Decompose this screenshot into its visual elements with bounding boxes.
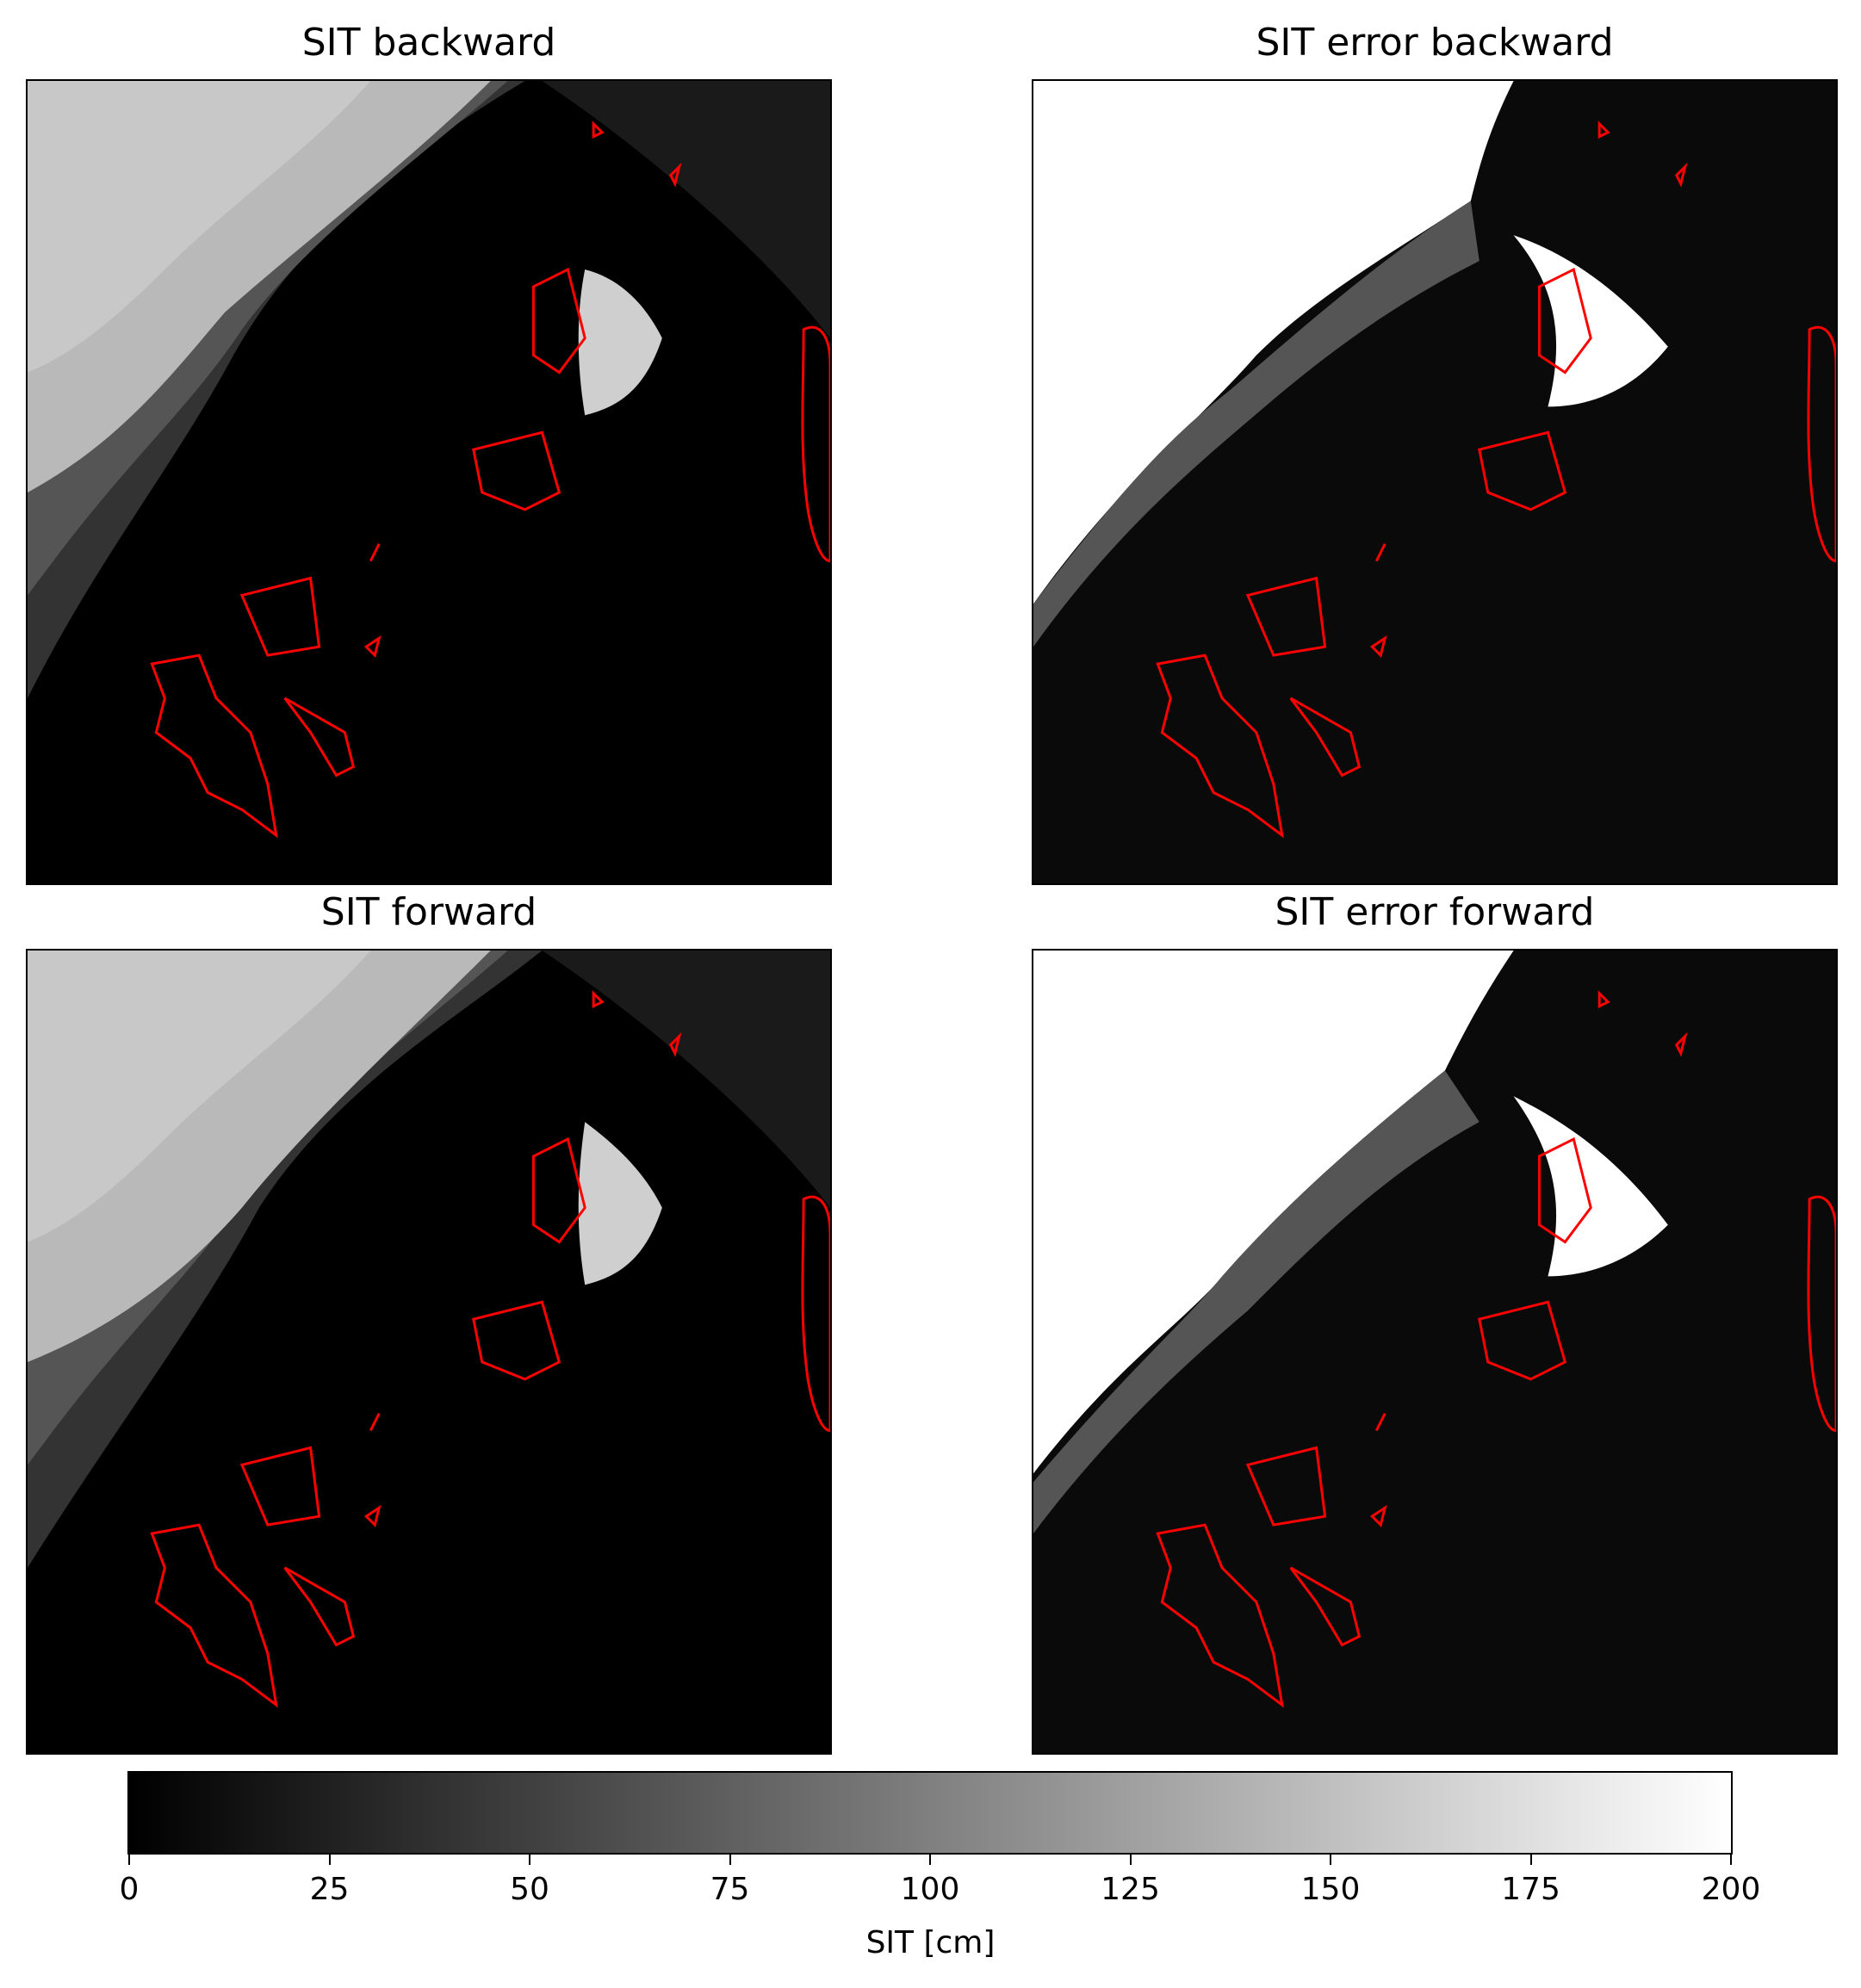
coastline-contours	[1156, 990, 1836, 1708]
island-coastline	[592, 121, 605, 139]
colorbar-tick-label: 50	[510, 1872, 549, 1907]
island-coastline	[363, 635, 382, 659]
island-coastline	[363, 1504, 382, 1528]
svalbard-coastline	[150, 1523, 278, 1708]
thick-ice-core	[28, 81, 371, 373]
saturated-error-zone	[1033, 951, 1514, 1474]
saturated-error-zone	[1033, 81, 1514, 604]
colorbar-tick	[1529, 1855, 1532, 1865]
island-coastline	[1597, 990, 1610, 1009]
svalbard-east-coastline	[283, 1566, 356, 1647]
svalbard-coastline	[150, 653, 278, 839]
fjl-coastline	[1478, 430, 1567, 511]
island-coastline	[668, 162, 682, 188]
colorbar-tick	[929, 1855, 931, 1865]
colorbar-label: SIT [cm]	[865, 1925, 996, 1960]
colorbar-tick	[529, 1855, 530, 1865]
island-coastline	[1597, 121, 1610, 139]
svalbard-north-coastline	[1245, 576, 1327, 657]
svalbard-north-coastline	[239, 576, 321, 657]
colorbar-tick	[1330, 1855, 1331, 1865]
colorbar-tick	[328, 1855, 331, 1865]
svalbard-east-coastline	[1289, 697, 1362, 777]
map-panel-sit-backward	[26, 79, 832, 885]
colorbar-tick	[729, 1855, 731, 1865]
svalbard-east-coastline	[1289, 1566, 1362, 1647]
island-coastline	[1369, 1504, 1387, 1528]
colorbar-tick	[1730, 1855, 1732, 1865]
map-panel-sit-error-backward	[1032, 79, 1838, 885]
panel-title-sit-forward: SIT forward	[320, 890, 537, 934]
map-sit-backward	[28, 81, 830, 883]
panel-title-sit-error-forward: SIT error forward	[1275, 890, 1595, 934]
island-coastline	[592, 990, 605, 1009]
colorbar-tick-label: 0	[119, 1872, 140, 1907]
colorbar-tick-label: 75	[710, 1872, 750, 1907]
colorbar-tick-label: 100	[900, 1872, 960, 1907]
panel-title-sit-backward: SIT backward	[301, 21, 556, 65]
dark-ice-ne	[542, 81, 830, 338]
novaya-zemlya-coastline	[801, 1195, 830, 1433]
coastline-contours	[150, 990, 830, 1708]
saturated-error-fjl	[1513, 235, 1668, 407]
island-coastline	[369, 1413, 381, 1432]
fjl-north-coastline	[1537, 267, 1592, 375]
map-sit-forward	[28, 951, 830, 1753]
coastline-contours	[150, 121, 830, 839]
colorbar-tick-label: 25	[309, 1872, 350, 1907]
error-transition-zone	[1033, 201, 1479, 647]
colorbar-tick-label: 125	[1101, 1872, 1160, 1907]
colorbar-tick	[128, 1855, 130, 1865]
fjl-north-coastline	[531, 1136, 586, 1244]
island-coastline	[1674, 162, 1688, 188]
colorbar-tick-label: 150	[1300, 1872, 1361, 1907]
island-coastline	[1374, 543, 1386, 562]
fjl-north-coastline	[1537, 1136, 1592, 1244]
panel-title-sit-error-backward: SIT error backward	[1256, 21, 1614, 65]
novaya-zemlya-coastline	[1807, 1195, 1836, 1433]
svalbard-north-coastline	[239, 1446, 321, 1527]
island-coastline	[1369, 635, 1387, 659]
novaya-zemlya-coastline	[801, 325, 830, 563]
svalbard-north-coastline	[1245, 1446, 1327, 1527]
dark-ice-ne	[542, 951, 830, 1208]
coastline-contours	[1156, 121, 1836, 839]
map-panel-sit-forward	[26, 949, 832, 1755]
saturated-error-fjl	[1513, 1096, 1668, 1277]
svalbard-east-coastline	[283, 697, 356, 777]
fjl-coastline	[1478, 1300, 1567, 1381]
colorbar	[127, 1771, 1733, 1855]
colorbar-tick-label: 175	[1501, 1872, 1560, 1907]
fjl-coastline	[472, 1300, 561, 1381]
map-sit-error-forward	[1033, 951, 1836, 1753]
map-sit-error-backward	[1033, 81, 1836, 883]
island-coastline	[1674, 1031, 1688, 1057]
island-coastline	[668, 1031, 682, 1057]
thick-ice-fjl	[578, 1122, 662, 1285]
fjl-north-coastline	[531, 267, 586, 375]
novaya-zemlya-coastline	[1807, 325, 1836, 563]
svalbard-coastline	[1156, 653, 1284, 839]
colorbar-tick-label: 200	[1701, 1872, 1761, 1907]
map-panel-sit-error-forward	[1032, 949, 1838, 1755]
colorbar-tick	[1129, 1855, 1132, 1865]
fjl-coastline	[472, 430, 561, 511]
error-transition-zone	[1033, 1070, 1479, 1534]
thick-ice-core	[28, 951, 371, 1242]
svalbard-coastline	[1156, 1523, 1284, 1708]
thick-ice-fjl	[578, 269, 662, 416]
island-coastline	[1374, 1413, 1386, 1432]
island-coastline	[369, 543, 381, 562]
